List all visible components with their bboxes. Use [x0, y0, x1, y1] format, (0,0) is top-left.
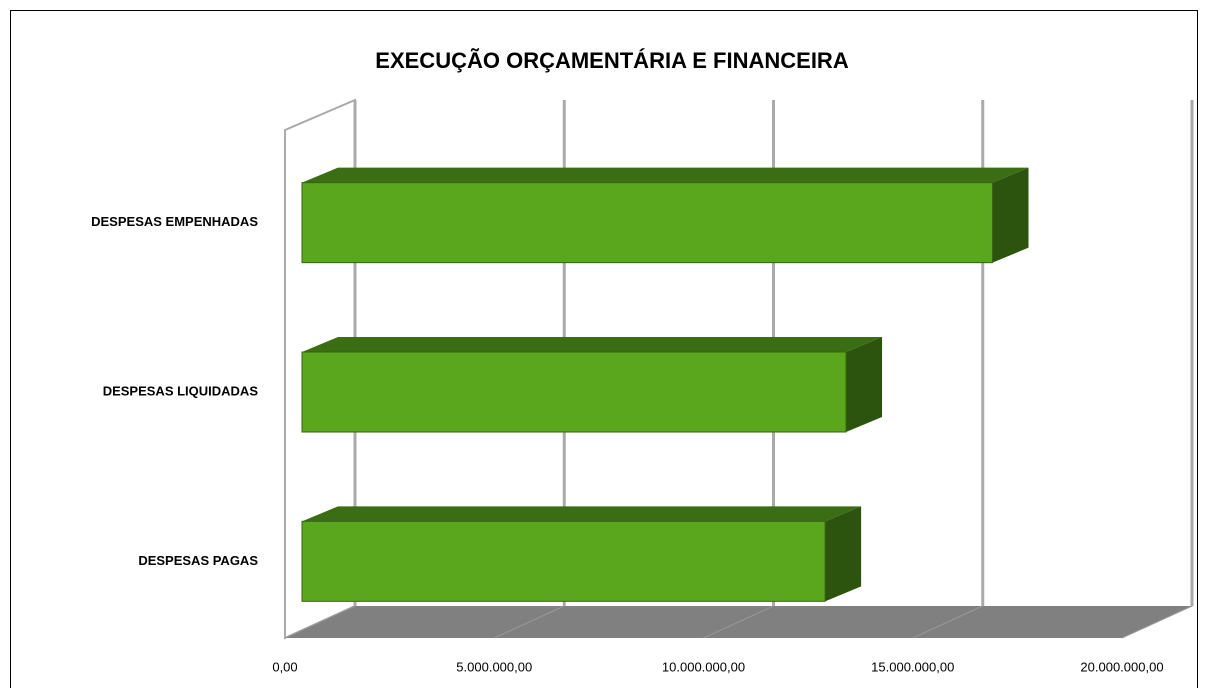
x-tick-label: 5.000.000,00 [456, 659, 532, 674]
bar-top [302, 337, 883, 352]
bar-top [302, 506, 862, 522]
x-tick-label: 15.000.000,00 [871, 659, 954, 674]
floor-grid-line [494, 605, 565, 639]
chart-title: EXECUÇÃO ORÇAMENTÁRIA E FINANCEIRA [375, 48, 849, 73]
floor-grid-line [703, 605, 774, 639]
frame [10, 10, 1198, 688]
bar-top [302, 167, 1029, 183]
bar-side [992, 167, 1029, 263]
x-tick-label: 10.000.000,00 [662, 659, 745, 674]
x-tick-label: 0,00 [272, 659, 297, 674]
y-tick-label: DESPESAS EMPENHADAS [91, 214, 258, 229]
y-tick-label: DESPESAS LIQUIDADAS [103, 383, 259, 398]
floor-grid-line [284, 605, 356, 639]
x-tick-label: 20.000.000,00 [1080, 659, 1163, 674]
y-tick-label: DESPESAS PAGAS [138, 553, 258, 568]
bar-side [846, 337, 883, 432]
bar [301, 351, 847, 433]
bar-side [825, 506, 862, 602]
floor-grid-line [1121, 605, 1193, 639]
floor-grid-line [912, 605, 983, 639]
bar [301, 520, 826, 602]
bar [301, 182, 994, 264]
